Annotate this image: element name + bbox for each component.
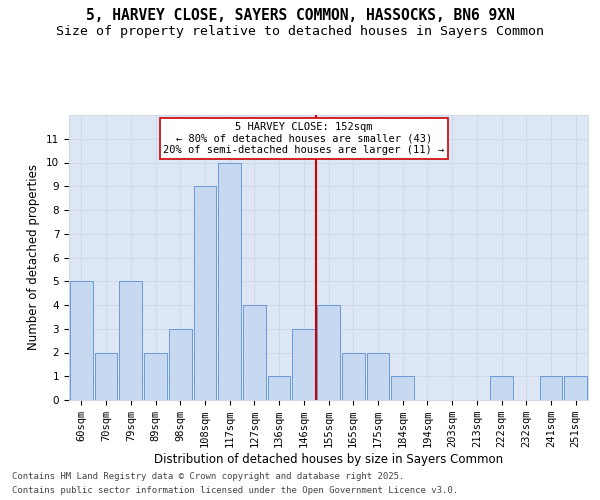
Text: 5 HARVEY CLOSE: 152sqm
← 80% of detached houses are smaller (43)
20% of semi-det: 5 HARVEY CLOSE: 152sqm ← 80% of detached… xyxy=(163,122,445,156)
Text: 5, HARVEY CLOSE, SAYERS COMMON, HASSOCKS, BN6 9XN: 5, HARVEY CLOSE, SAYERS COMMON, HASSOCKS… xyxy=(86,8,514,22)
Bar xyxy=(268,376,290,400)
Bar xyxy=(391,376,414,400)
Y-axis label: Number of detached properties: Number of detached properties xyxy=(28,164,40,350)
Text: Contains HM Land Registry data © Crown copyright and database right 2025.: Contains HM Land Registry data © Crown c… xyxy=(12,472,404,481)
X-axis label: Distribution of detached houses by size in Sayers Common: Distribution of detached houses by size … xyxy=(154,453,503,466)
Bar xyxy=(367,352,389,400)
Bar xyxy=(292,329,315,400)
Bar xyxy=(342,352,365,400)
Bar xyxy=(218,162,241,400)
Bar xyxy=(539,376,562,400)
Bar xyxy=(194,186,216,400)
Bar xyxy=(169,329,191,400)
Bar xyxy=(70,281,93,400)
Bar xyxy=(144,352,167,400)
Text: Size of property relative to detached houses in Sayers Common: Size of property relative to detached ho… xyxy=(56,25,544,38)
Text: Contains public sector information licensed under the Open Government Licence v3: Contains public sector information licen… xyxy=(12,486,458,495)
Bar xyxy=(317,305,340,400)
Bar xyxy=(564,376,587,400)
Bar xyxy=(95,352,118,400)
Bar xyxy=(243,305,266,400)
Bar xyxy=(119,281,142,400)
Bar xyxy=(490,376,513,400)
